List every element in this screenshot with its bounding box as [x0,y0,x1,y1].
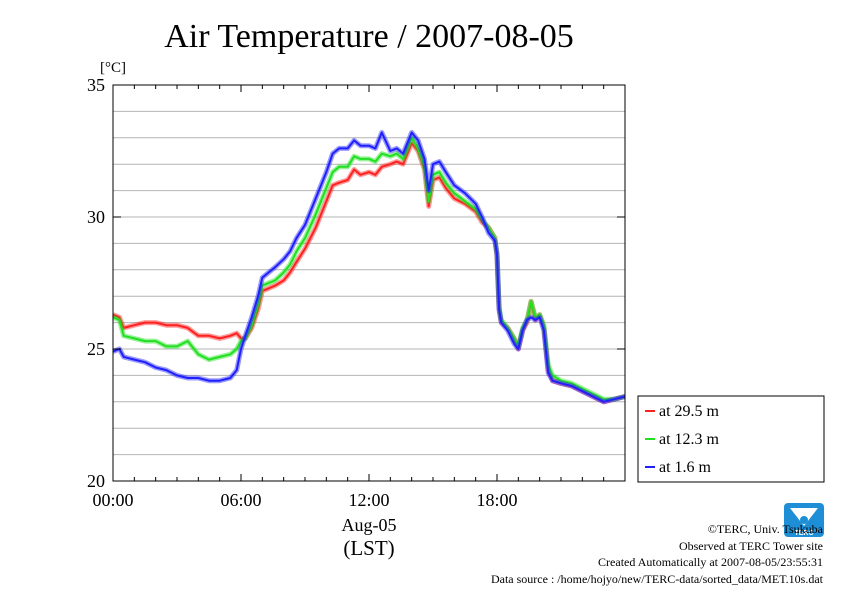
logo-text: TERC [794,530,813,537]
legend-label: at 29.5 m [659,403,720,420]
x-date-label: Aug-05 [342,515,397,535]
y-tick-label: 35 [87,75,105,95]
credit-source: Data source : /home/hojyo/new/TERC-data/… [491,572,824,586]
chart-title: Air Temperature / 2007-08-05 [164,18,574,55]
x-tz-label: (LST) [343,536,394,560]
terc-logo: TERC [784,503,824,537]
y-unit-label: [°C] [100,60,126,76]
y-tick-label: 25 [87,339,105,359]
x-tick-label: 12:00 [348,490,389,510]
x-tick-label: 00:00 [92,490,133,510]
credit-observed: Observed at TERC Tower site [679,539,823,553]
series-lines [112,130,626,405]
legend-label: at 12.3 m [659,431,720,448]
legend-label: at 1.6 m [659,459,712,476]
y-tick-label: 30 [87,207,105,227]
axis-ticks: 00:00 06:00 12:00 18:00 20 25 30 35 [87,75,626,510]
legend: at 29.5 m at 12.3 m at 1.6 m [637,395,825,483]
series-line [112,131,626,403]
credit-copyright: ©TERC, Univ. Tsukuba [708,522,824,536]
legend-box [637,395,825,483]
x-tick-label: 18:00 [476,490,517,510]
series-line [112,136,626,401]
y-tick-label: 20 [87,471,105,491]
credit-created: Created Automatically at 2007-08-05/23:5… [598,555,823,569]
credits: ©TERC, Univ. Tsukuba Observed at TERC To… [491,522,824,586]
x-tick-label: 06:00 [220,490,261,510]
grid [113,110,625,456]
logo-dot [800,516,808,524]
